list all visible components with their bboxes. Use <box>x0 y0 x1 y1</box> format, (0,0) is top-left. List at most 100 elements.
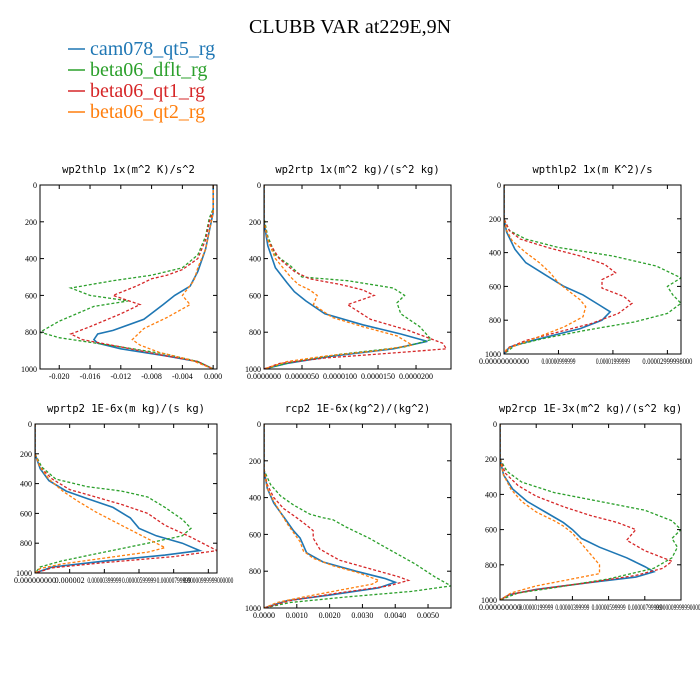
x-tick-label: 0.00000999999 <box>541 357 575 366</box>
plot-frame <box>503 184 682 355</box>
y-tick-label: 0 <box>33 181 37 190</box>
y-tick-label: 0 <box>28 420 32 429</box>
series-line-beta06_qt1_rg <box>69 185 214 369</box>
y-tick-label: 200 <box>20 450 32 459</box>
series-line-beta06_dflt_rg <box>504 185 681 354</box>
series-group <box>264 424 451 608</box>
series-line-beta06_qt1_rg <box>500 424 674 600</box>
y-tick-label: 0 <box>257 181 261 190</box>
y-tick-label: 600 <box>485 526 497 535</box>
series-line-beta06_dflt_rg <box>40 185 214 369</box>
series-group <box>40 185 214 369</box>
y-tick-label: 1000 <box>16 569 32 578</box>
plot-frame <box>263 423 452 609</box>
x-tick-label: 0.00000000000 <box>479 357 529 366</box>
x-tick-label: -0.012 <box>110 372 131 381</box>
panel-title: wp2rcp 1E-3x(m^2 kg)/(s^2 kg) <box>499 403 682 415</box>
plot-frame <box>34 423 218 574</box>
y-tick-label: 800 <box>25 328 37 337</box>
x-tick-label: 0.00000599999 <box>122 576 156 585</box>
x-tick-label: 0.00000799999 <box>157 576 191 585</box>
x-tick-label: 0.0050 <box>417 611 439 620</box>
x-tick-label: 0.0000 <box>253 611 275 620</box>
series-line-beta06_qt2_rg <box>35 424 167 573</box>
x-tick-label: 0.0020 <box>319 611 341 620</box>
series-line-beta06_qt2_rg <box>500 424 601 600</box>
y-tick-label: 800 <box>485 561 497 570</box>
plot-frame <box>499 423 682 601</box>
series-line-cam078_qt5_rg <box>92 185 214 369</box>
y-tick-label: 600 <box>249 530 261 539</box>
panel-title: wpthlp2 1x(m K^2)/s <box>532 164 652 176</box>
panel-5: rcp2 1E-6x(kg^2)/(kg^2) 0 200 400 600 800 1000… <box>245 403 452 620</box>
panels: wp2thlp 1x(m^2 K)/s^2 0 200 400 600 800 1000 -0… <box>14 164 700 620</box>
y-tick-label: 400 <box>249 255 261 264</box>
y-tick-label: 400 <box>489 249 501 258</box>
series-line-beta06_qt2_rg <box>264 424 381 608</box>
panel-2: wp2rtp 1x(m^2 kg)/(s^2 kg) 0 200 400 600 800 1… <box>245 164 452 381</box>
y-tick-label: 400 <box>249 494 261 503</box>
panel-title: wp2rtp 1x(m^2 kg)/(s^2 kg) <box>275 164 439 176</box>
x-tick-label: 0.00000399999 <box>87 576 121 585</box>
series-line-beta06_qt2_rg <box>131 185 214 369</box>
y-tick-label: 1000 <box>21 365 37 374</box>
y-tick-label: 800 <box>249 328 261 337</box>
y-tick-label: 400 <box>25 255 37 264</box>
panel-6: wp2rcp 1E-3x(m^2 kg)/(s^2 kg)0 200 400 600 8… <box>479 403 700 612</box>
y-tick-label: 600 <box>25 291 37 300</box>
y-tick-label: 600 <box>249 291 261 300</box>
x-tick-label: 0.00000999999000000 <box>656 603 700 612</box>
y-tick-label: 1000 <box>485 350 501 359</box>
y-tick-label: 800 <box>20 539 32 548</box>
y-tick-label: 400 <box>485 490 497 499</box>
legend-entry: cam078_qt5_rg <box>90 38 215 60</box>
x-tick-label: 0.00000999999000000 <box>183 576 233 585</box>
series-line-beta06_dflt_rg <box>35 424 192 573</box>
series-line-beta06_qt1_rg <box>264 185 448 369</box>
x-tick-label: 0.000002 <box>55 576 85 585</box>
x-tick-label: 0.0010 <box>286 611 308 620</box>
y-tick-label: 200 <box>25 218 37 227</box>
y-tick-label: 600 <box>20 509 32 518</box>
y-tick-label: 0 <box>493 420 497 429</box>
series-line-beta06_qt2_rg <box>264 185 415 369</box>
x-tick-label: 0.0000050 <box>285 372 319 381</box>
series-group <box>504 185 681 354</box>
series-group <box>500 424 681 600</box>
y-tick-label: 200 <box>489 215 501 224</box>
plot-frame <box>39 184 218 370</box>
y-tick-label: 1000 <box>481 596 497 605</box>
y-tick-label: 0 <box>257 420 261 429</box>
y-tick-label: 600 <box>489 282 501 291</box>
y-tick-label: 800 <box>249 567 261 576</box>
series-group <box>264 185 448 369</box>
series-line-cam078_qt5_rg <box>35 424 203 573</box>
x-tick-label: -0.008 <box>141 372 162 381</box>
series-line-beta06_qt1_rg <box>35 424 217 573</box>
x-tick-label: 0.0000100 <box>323 372 357 381</box>
series-line-beta06_dflt_rg <box>264 424 451 608</box>
x-tick-label: -0.020 <box>49 372 70 381</box>
x-tick-label: 0.00000399999 <box>555 603 589 612</box>
y-tick-label: 800 <box>489 316 501 325</box>
x-tick-label: 0.00001999999 <box>596 357 630 366</box>
y-tick-label: 200 <box>249 218 261 227</box>
panel-3: wpthlp2 1x(m K^2)/s020040060080010000.00… <box>479 164 692 366</box>
panel-1: wp2thlp 1x(m^2 K)/s^2 0 200 400 600 800 1000 -0… <box>21 164 222 381</box>
x-tick-label: 0.00002999998000 <box>642 357 692 366</box>
y-tick-label: 200 <box>249 457 261 466</box>
x-tick-label: 0.0030 <box>351 611 373 620</box>
panel-title: wp2thlp 1x(m^2 K)/s^2 <box>62 164 195 176</box>
y-tick-label: 400 <box>20 480 32 489</box>
y-tick-label: 1000 <box>245 365 261 374</box>
x-tick-label: 0.00000799999 <box>628 603 662 612</box>
x-tick-label: -0.016 <box>80 372 101 381</box>
x-tick-label: 0.0040 <box>384 611 406 620</box>
plot-frame <box>263 184 452 370</box>
series-group <box>35 424 217 573</box>
y-tick-label: 200 <box>485 455 497 464</box>
x-tick-label: 0.000000000 <box>14 576 56 585</box>
x-tick-label: 0.0000150 <box>361 372 395 381</box>
x-tick-label: 0.0000200 <box>399 372 433 381</box>
